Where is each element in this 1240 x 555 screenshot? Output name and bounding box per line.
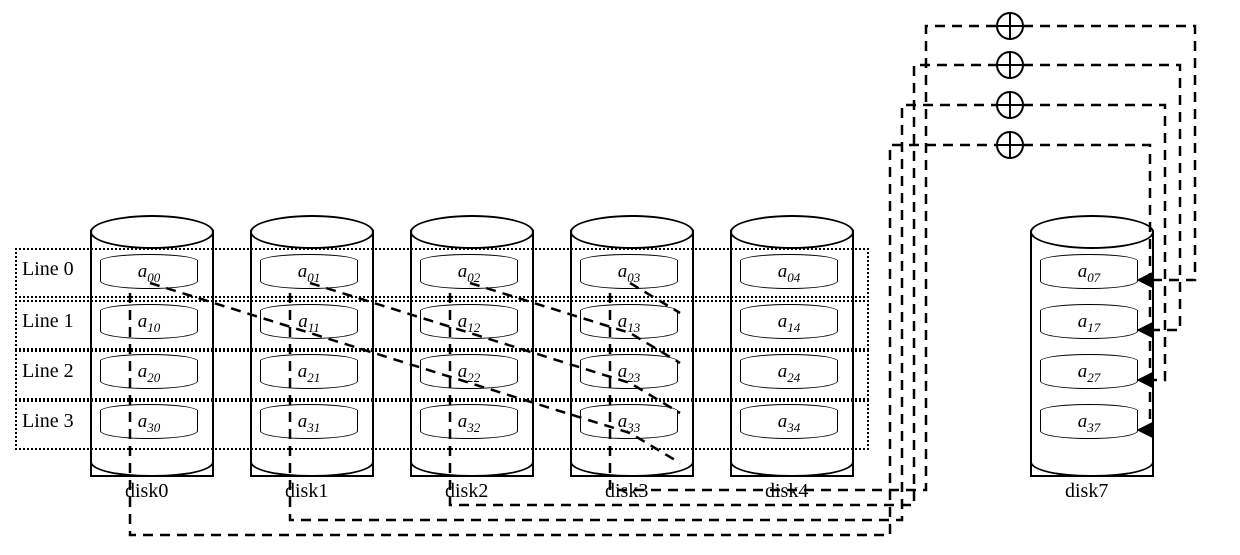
cell-a24: a24 — [740, 360, 840, 396]
cell-a10: a10 — [100, 310, 200, 346]
cell-a12: a12 — [420, 310, 520, 346]
cell-a03: a03 — [580, 260, 680, 296]
cell-a34: a34 — [740, 410, 840, 446]
cell-a01: a01 — [260, 260, 360, 296]
cell-a22: a22 — [420, 360, 520, 396]
cell-a30: a30 — [100, 410, 200, 446]
cell-a00: a00 — [100, 260, 200, 296]
diagram-canvas: Line 0 Line 1 Line 2 Line 3 disk0 disk1 … — [0, 0, 1240, 555]
xor-node-row2 — [997, 92, 1023, 118]
cell-a14: a14 — [740, 310, 840, 346]
cell-a04: a04 — [740, 260, 840, 296]
cell-a27: a27 — [1040, 360, 1140, 396]
line-label-2: Line 2 — [22, 360, 74, 383]
cell-a17: a17 — [1040, 310, 1140, 346]
disk-label-3: disk3 — [605, 480, 648, 503]
line-label-3: Line 3 — [22, 410, 74, 433]
disk-label-4: disk4 — [765, 480, 808, 503]
xor-node-row0 — [997, 13, 1023, 39]
cell-a13: a13 — [580, 310, 680, 346]
cell-a11: a11 — [260, 310, 360, 346]
line-label-0: Line 0 — [22, 258, 74, 281]
cell-a33: a33 — [580, 410, 680, 446]
xor-node-row1 — [997, 52, 1023, 78]
cell-a21: a21 — [260, 360, 360, 396]
cell-a37: a37 — [1040, 410, 1140, 446]
cell-a31: a31 — [260, 410, 360, 446]
cell-a02: a02 — [420, 260, 520, 296]
cell-a23: a23 — [580, 360, 680, 396]
cell-a20: a20 — [100, 360, 200, 396]
cell-a07: a07 — [1040, 260, 1140, 296]
disk-label-0: disk0 — [125, 480, 168, 503]
xor-node-row3 — [997, 132, 1023, 158]
cell-a32: a32 — [420, 410, 520, 446]
disk-label-1: disk1 — [285, 480, 328, 503]
line-label-1: Line 1 — [22, 310, 74, 333]
disk-label-2: disk2 — [445, 480, 488, 503]
disk-label-7: disk7 — [1065, 480, 1108, 503]
